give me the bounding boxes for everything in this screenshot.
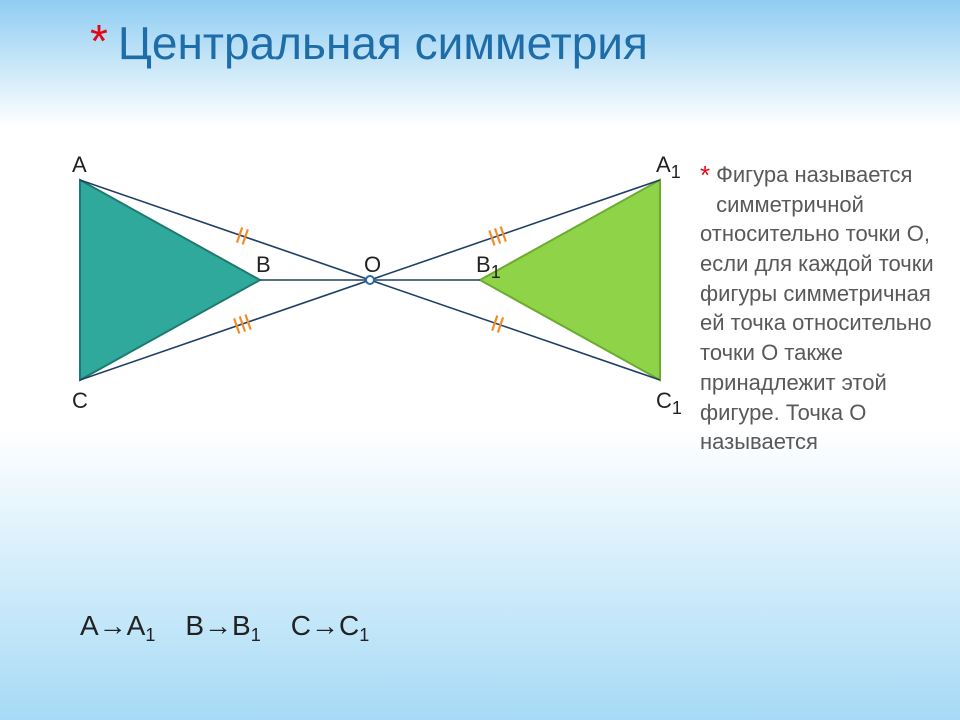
side-paragraph-text: Фигура называется симметричной относител… <box>700 162 934 454</box>
title-block: * Центральная симметрия <box>90 18 648 69</box>
mapping-2: С→С1 <box>291 610 369 642</box>
point-label-O: О <box>364 252 381 278</box>
diagram-svg <box>60 150 680 450</box>
side-paragraph: * Фигура называется симметричной относит… <box>700 160 950 457</box>
side-asterisk-icon: * <box>700 160 710 191</box>
slide-title: Центральная симметрия <box>118 18 648 69</box>
point-label-A: А <box>72 152 87 178</box>
slide: * Центральная симметрия * Фигура называе… <box>0 0 960 720</box>
title-asterisk-icon: * <box>90 18 108 64</box>
point-label-B: В <box>256 252 271 278</box>
mappings-row: А→А1 В→В1 С→С1 <box>80 610 369 642</box>
point-label-C1: С1 <box>656 388 682 414</box>
point-label-B1: В1 <box>476 252 501 278</box>
mapping-0: А→А1 <box>80 610 155 642</box>
bg-bottom-band <box>0 430 960 720</box>
mapping-1: В→В1 <box>185 610 260 642</box>
diagram: А С В О А1 С1 В1 <box>60 150 680 450</box>
point-label-C: С <box>72 388 88 414</box>
point-label-A1: А1 <box>656 152 681 178</box>
